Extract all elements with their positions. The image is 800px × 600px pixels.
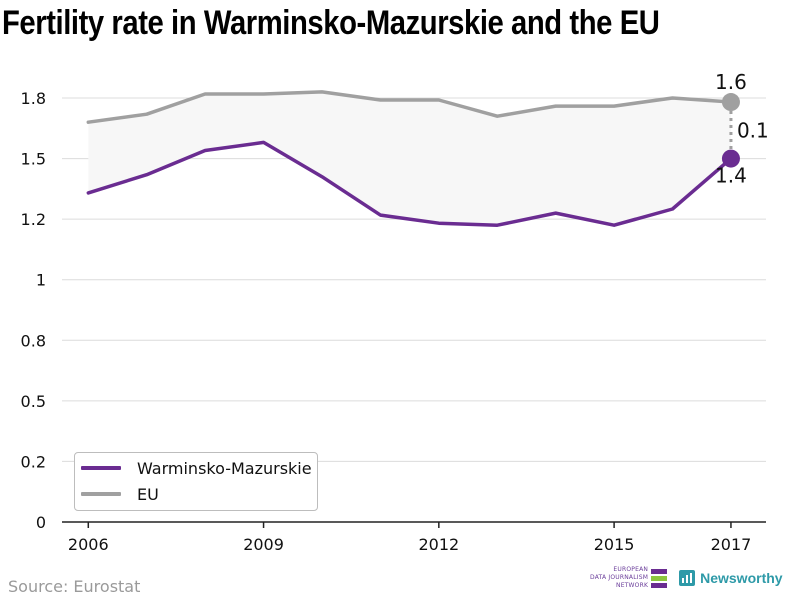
y-tick-label: 0: [36, 513, 46, 532]
edjnet-bar-2: [651, 575, 668, 581]
gap-band: [88, 91, 731, 226]
eu-line: [86, 90, 733, 124]
y-tick-label: 0.5: [21, 392, 46, 411]
chart-legend: Warminsko-Mazurskie EU: [74, 452, 318, 511]
source-note: Source: Eurostat: [8, 577, 141, 596]
legend-swatch-region: [81, 466, 121, 470]
eu-end-value-label: 1.6: [715, 70, 747, 94]
edjnet-logo-line-1: EUROPEAN: [613, 566, 649, 573]
legend-label-eu: EU: [137, 484, 159, 504]
region-line: [86, 140, 733, 227]
logo-area: EUROPEAN DATA JOURNALISM NETWORK Newswor…: [590, 564, 783, 592]
x-tick-label: 2017: [711, 535, 752, 554]
legend-item-eu[interactable]: EU: [75, 482, 159, 506]
newsworthy-icon: [679, 570, 696, 586]
edjnet-logo-line-2: DATA JOURNALISM: [590, 574, 649, 581]
region-end-value-label: 1.4: [715, 164, 747, 188]
x-tick-label: 2009: [243, 535, 284, 554]
x-tick-label: 2006: [68, 535, 109, 554]
page-title: Fertility rate in Warminsko-Mazurskie an…: [2, 4, 660, 42]
y-tick-label: 1.5: [21, 150, 46, 169]
x-tick-label: 2012: [418, 535, 459, 554]
newsworthy-wordmark: Newsworthy: [700, 570, 783, 586]
eu-end-point: [721, 93, 740, 112]
edjnet-bar-3: [651, 582, 668, 588]
edjnet-logo[interactable]: EUROPEAN DATA JOURNALISM NETWORK: [590, 566, 668, 590]
edjnet-logo-line-3: NETWORK: [616, 582, 649, 589]
legend-swatch-eu: [81, 492, 121, 496]
x-tick-label: 2015: [594, 535, 635, 554]
legend-item-region[interactable]: Warminsko-Mazurskie: [75, 456, 312, 480]
y-tick-label: 0.2: [21, 452, 46, 471]
gap-value-label: 0.1: [737, 118, 769, 142]
y-tick-label: 1: [36, 271, 46, 290]
newsworthy-logo[interactable]: Newsworthy: [679, 570, 783, 586]
region-end-point: [721, 149, 740, 168]
y-tick-label: 0.8: [21, 331, 46, 350]
legend-label-region: Warminsko-Mazurskie: [137, 458, 312, 478]
y-tick-label: 1.2: [21, 210, 46, 229]
y-tick-label: 1.8: [21, 89, 46, 108]
edjnet-bar-1: [651, 568, 668, 574]
